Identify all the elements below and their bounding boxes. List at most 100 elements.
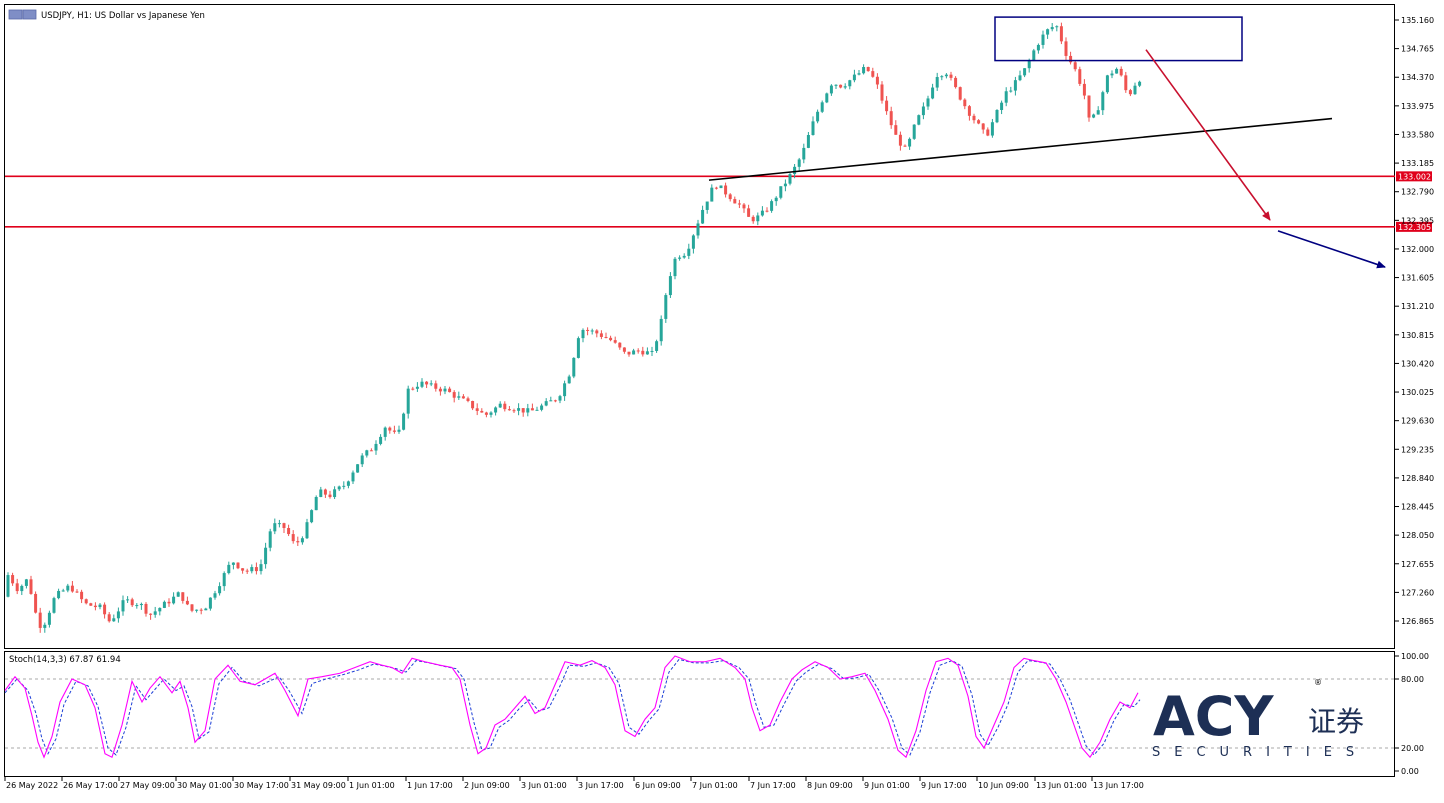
bear-candle [434, 383, 438, 389]
bull-candle [337, 486, 341, 490]
resistance-box[interactable] [994, 16, 1243, 62]
bull-candle [802, 147, 806, 160]
bear-candle [553, 400, 557, 402]
bull-candle [20, 585, 24, 592]
bull-candle [1023, 68, 1027, 76]
bull-candle [443, 388, 447, 392]
time-tick-label: 30 May 17:00 [234, 781, 289, 790]
bull-candle [770, 201, 774, 211]
time-tick-label: 8 Jun 09:00 [807, 781, 853, 790]
price-axis: 135.160 134.765 134.370 133.975 133.580 133.1… [1395, 16, 1434, 626]
bull-candle [374, 443, 378, 451]
stochastic-lines [4, 655, 1395, 759]
bull-candle [760, 210, 764, 216]
bear-candle [388, 427, 392, 431]
bear-candle [507, 409, 511, 411]
bull-candle [848, 80, 852, 87]
bull-candle [498, 403, 502, 408]
bull-candle [632, 350, 636, 355]
projection-arrow-right[interactable] [1277, 230, 1386, 269]
bull-candle [935, 77, 939, 88]
bear-candle [15, 583, 19, 592]
level-badge [1396, 171, 1432, 182]
bull-candle [921, 106, 925, 116]
annotations[interactable] [708, 16, 1386, 269]
bear-candle [521, 408, 525, 413]
bear-candle [885, 100, 889, 112]
price-tick-label: 132.000 [1401, 245, 1434, 254]
logo-registered-mark: ® [1314, 678, 1322, 687]
bear-candle [254, 567, 258, 572]
bear-candle [636, 350, 640, 352]
horizontal-levels[interactable]: 133.002 132.305 [5, 171, 1432, 232]
bull-candle [264, 547, 268, 565]
bear-candle [894, 125, 898, 135]
ascending-trendline[interactable] [708, 117, 1333, 181]
main-pane-frame [4, 4, 1395, 649]
bull-candle [1041, 34, 1045, 45]
bear-candle [627, 351, 631, 355]
bull-candle [526, 408, 530, 413]
bear-candle [1128, 90, 1132, 95]
bear-candle [618, 342, 622, 348]
bull-candle [576, 338, 580, 358]
bear-candle [765, 210, 769, 212]
bear-candle [747, 208, 751, 217]
bear-candle [972, 115, 976, 121]
bull-candle [705, 201, 709, 210]
bull-candle [397, 429, 401, 432]
stoch-tick-label: 80.00 [1401, 675, 1424, 684]
bull-candle [383, 427, 387, 437]
bull-candle [1004, 91, 1008, 103]
logo-brand: ACY [1153, 685, 1274, 748]
bull-candle [590, 330, 594, 332]
bear-candle [530, 408, 534, 411]
price-tick-label: 131.210 [1401, 302, 1434, 311]
bear-candle [323, 489, 327, 495]
bear-candle [245, 570, 249, 572]
bear-candle [475, 408, 479, 411]
bull-candle [1115, 68, 1119, 74]
bull-candle [912, 124, 916, 139]
bear-candle [1087, 95, 1091, 118]
price-tick-label: 128.050 [1401, 531, 1434, 540]
bull-candle [126, 599, 130, 601]
logo-securities-text: SECURITIES [1152, 745, 1368, 760]
time-tick-label: 3 Jun 01:00 [521, 781, 567, 790]
bull-candle [121, 600, 125, 612]
bear-candle [190, 604, 194, 611]
bull-candle [6, 575, 10, 597]
bull-candle [1096, 110, 1100, 115]
bull-candle [806, 134, 810, 148]
bear-candle [130, 599, 134, 606]
bull-candle [52, 598, 56, 613]
bull-candle [489, 412, 493, 415]
bull-candle [415, 386, 419, 389]
bull-candle [1009, 90, 1013, 92]
bull-candle [402, 413, 406, 430]
bear-candle [737, 203, 741, 205]
bull-candle [926, 98, 930, 107]
time-axis: 26 May 2022 26 May 17:00 27 May 09:00 30 Ma… [4, 777, 1144, 790]
bear-candle [167, 601, 171, 604]
candles [6, 22, 1142, 633]
bull-candle [793, 166, 797, 175]
price-tick-label: 127.260 [1401, 588, 1434, 597]
bull-candle [687, 248, 691, 256]
bear-candle [471, 400, 475, 409]
bear-candle [967, 106, 971, 116]
bear-candle [181, 592, 185, 601]
bull-candle [365, 450, 369, 456]
bull-candle [314, 497, 318, 511]
bull-candle [176, 592, 180, 597]
bear-candle [287, 528, 291, 535]
bear-candle [609, 337, 613, 341]
bull-candle [222, 573, 226, 587]
bull-candle [43, 624, 47, 628]
projection-arrow-down[interactable] [1145, 49, 1271, 221]
bull-candle [783, 183, 787, 187]
chart-window-icon-inner [22, 9, 37, 20]
bear-candle [34, 593, 38, 613]
bull-candle [277, 523, 281, 525]
bear-candle [866, 67, 870, 72]
